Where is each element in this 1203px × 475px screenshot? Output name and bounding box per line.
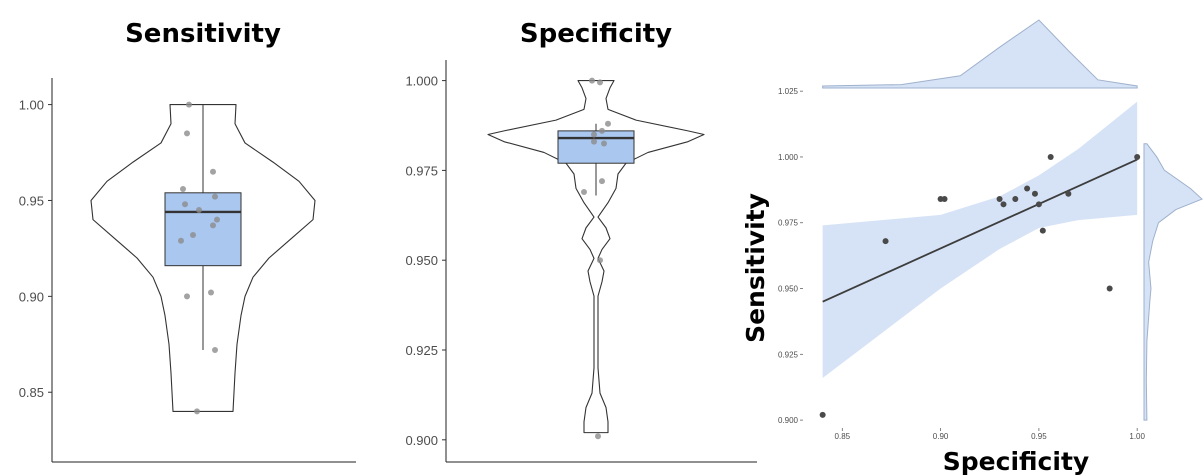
y-tick-label: 1.00 xyxy=(19,98,44,113)
y-tick-label: 0.95 xyxy=(19,193,44,208)
y-tick-label: 0.85 xyxy=(19,385,44,400)
scatter-y-label: Sensitivity xyxy=(741,193,770,343)
data-point xyxy=(591,131,597,138)
scatter-point xyxy=(941,196,948,203)
data-point xyxy=(599,127,605,134)
scatter-point xyxy=(1106,285,1113,292)
data-point xyxy=(599,178,605,185)
scatter-point xyxy=(1065,190,1072,197)
box-iqr xyxy=(164,192,242,267)
scatter-point xyxy=(1031,190,1038,197)
data-point xyxy=(194,408,200,415)
data-point xyxy=(196,207,202,214)
y-tick-label: 0.90 xyxy=(19,289,44,304)
y-tick-label: 0.975 xyxy=(778,219,799,228)
scatter-point xyxy=(1012,196,1019,203)
data-point xyxy=(184,293,190,300)
x-tick-label: 1.00 xyxy=(1129,432,1145,441)
data-point xyxy=(595,433,601,440)
data-point xyxy=(184,130,190,137)
data-point xyxy=(591,138,597,145)
data-point xyxy=(601,140,607,147)
data-point xyxy=(605,120,611,127)
sensitivity-title: Sensitivity xyxy=(125,19,281,49)
y-tick-label: 0.925 xyxy=(778,350,799,359)
data-point xyxy=(186,101,192,108)
scatter-point xyxy=(1039,227,1046,234)
y-tick-label: 1.025 xyxy=(778,87,799,96)
y-tick-label: 0.950 xyxy=(405,253,438,268)
scatter-point xyxy=(882,238,889,245)
right-density xyxy=(1143,143,1203,421)
data-point xyxy=(581,188,587,195)
specificity-panel: Specificity 0.900 0.925 0.950 0.975 1.000 xyxy=(405,19,757,463)
data-point xyxy=(597,79,603,86)
scatter-point xyxy=(819,411,826,418)
y-tick-label: 0.900 xyxy=(405,433,438,448)
regression-line xyxy=(822,158,1138,303)
y-tick-label: 0.950 xyxy=(778,285,799,294)
data-point xyxy=(178,237,184,244)
data-point xyxy=(210,168,216,175)
data-point xyxy=(182,201,188,208)
data-point xyxy=(210,222,216,229)
y-tick-label: 1.000 xyxy=(405,74,438,89)
scatter-x-label: Specificity xyxy=(943,447,1089,475)
data-point xyxy=(190,231,196,238)
data-point xyxy=(180,185,186,192)
specificity-title: Specificity xyxy=(520,19,672,49)
x-tick-label: 0.85 xyxy=(835,432,851,441)
y-tick-label: 0.975 xyxy=(405,163,438,178)
data-point xyxy=(208,289,214,296)
data-point xyxy=(212,193,218,200)
x-tick-label: 0.90 xyxy=(933,432,949,441)
y-tick-label: 1.000 xyxy=(778,153,799,162)
scatter-plot: 0.900 0.925 0.950 0.975 1.000 1.025 0.85 0.90 0.… xyxy=(778,19,1203,441)
sensitivity-panel: Sensitivity 0.85 0.90 0.95 1.00 xyxy=(19,19,356,463)
sensitivity-plot: 0.85 0.90 0.95 1.00 xyxy=(19,78,356,463)
data-point xyxy=(214,216,220,223)
confidence-band xyxy=(822,101,1138,379)
top-density xyxy=(822,19,1138,89)
scatter-point xyxy=(1024,185,1031,192)
data-point xyxy=(589,77,595,84)
data-point xyxy=(212,347,218,354)
y-tick-label: 0.900 xyxy=(778,416,799,425)
scatter-point xyxy=(1047,153,1054,160)
scatter-point xyxy=(1134,153,1141,160)
scatter-point xyxy=(1035,201,1042,208)
data-point xyxy=(597,257,603,264)
scatter-point xyxy=(996,196,1003,203)
specificity-plot: 0.900 0.925 0.950 0.975 1.000 xyxy=(405,60,757,463)
y-tick-label: 0.925 xyxy=(405,343,438,358)
scatter-panel: 0.900 0.925 0.950 0.975 1.000 1.025 0.85 0.90 0.… xyxy=(741,19,1203,475)
x-tick-label: 0.95 xyxy=(1031,432,1047,441)
scatter-point xyxy=(1000,201,1007,208)
